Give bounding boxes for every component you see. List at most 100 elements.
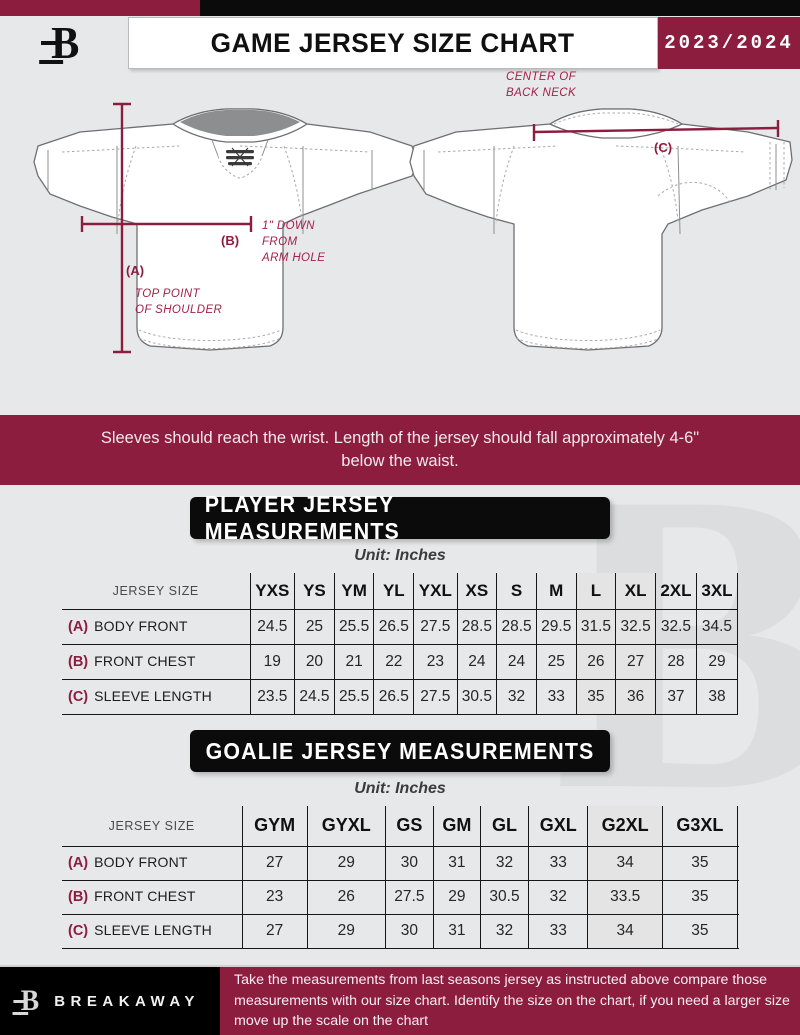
goalie-corner-header: JERSEY SIZE (62, 806, 243, 847)
measurement-cell: 21 (333, 643, 375, 680)
size-header-3xl: 3XL (695, 573, 739, 610)
measurement-cell: 25 (294, 608, 335, 645)
size-header-yxl: YXL (413, 573, 458, 610)
table-row: (B) FRONT CHEST 19 20 21 22 23 24 24 25 26 27 28 29 (62, 643, 739, 680)
label-b: (B) (221, 233, 239, 248)
measurement-cell: 33 (528, 845, 589, 881)
table-header-row: JERSEY SIZE GYM GYXL GS GM GL GXL G2XL G3XL (62, 806, 738, 847)
table-row: (C) SLEEVE LENGTH 27 29 30 31 32 33 34 35 (62, 913, 738, 949)
fit-note-text: Sleeves should reach the wrist. Length o… (100, 428, 700, 470)
caption-a-line2: OF SHOULDER (135, 304, 222, 316)
measurement-cell: 27.5 (413, 608, 458, 645)
measurement-cell: 28.5 (456, 608, 498, 645)
measurement-cell (736, 913, 738, 949)
jersey-diagram-svg: .out { fill:#ffffff; stroke:#6e6f72; str… (33, 71, 793, 354)
measurement-cell: 23 (413, 643, 458, 680)
footer-brand: B BREAKAWAY (0, 967, 220, 1035)
row-label-front-chest: (B) FRONT CHEST (62, 643, 251, 680)
player-section-heading: PLAYER JERSEY MEASUREMENTS (204, 491, 400, 544)
measurement-cell: 35 (575, 678, 617, 715)
caption-c-line1: CENTER OF (506, 71, 577, 83)
page-footer: B BREAKAWAY Take the measurements from l… (0, 967, 800, 1035)
row-label-body-front: (A) BODY FRONT (62, 845, 243, 881)
goalie-unit-label: Unit: Inches (354, 780, 446, 797)
size-header-gl: GL (479, 806, 530, 847)
measurement-cell: 32 (479, 913, 530, 949)
player-unit-label: Unit: Inches (354, 547, 446, 564)
size-header-g2xl: G2XL (587, 806, 663, 847)
measurement-cell: 24 (496, 643, 537, 680)
size-header-m: M (535, 573, 577, 610)
front-jersey-illustration: (B) 1" DOWN FROM ARM HOLE (A) TOP POINT … (33, 102, 419, 354)
measurement-cell: 33 (528, 913, 589, 949)
footer-logo-letter: B (20, 984, 40, 1017)
size-header-gs: GS (384, 806, 435, 847)
measurement-cell: 27 (241, 845, 308, 881)
measurement-cell: 25.5 (333, 608, 375, 645)
measurement-cell: 28 (654, 643, 697, 680)
row-name: BODY FRONT (94, 854, 188, 870)
measurement-cell: 26.5 (373, 608, 415, 645)
size-header-empty (736, 806, 738, 847)
goalie-section-heading: GOALIE JERSEY MEASUREMENTS (205, 737, 595, 764)
measurement-cell: 32.5 (615, 608, 656, 645)
size-header-gxl: GXL (528, 806, 589, 847)
title-plate: GAME JERSEY SIZE CHART (128, 17, 658, 69)
row-name: SLEEVE LENGTH (94, 687, 212, 704)
measurement-cell: 34.5 (695, 608, 739, 645)
row-name: FRONT CHEST (94, 888, 196, 904)
brand-logo: B (0, 16, 128, 70)
measurement-cell: 29.5 (535, 608, 577, 645)
measurement-cell: 29 (695, 643, 739, 680)
player-section-heading-plate: PLAYER JERSEY MEASUREMENTS (190, 491, 610, 544)
row-tag: (A) (68, 855, 89, 871)
measurement-cell: 29 (433, 879, 481, 915)
breakaway-b-icon: B (38, 20, 79, 66)
goalie-measurements-table: JERSEY SIZE GYM GYXL GS GM GL GXL G2XL G3XL (A)… (62, 806, 738, 949)
row-tag: (A) (68, 618, 89, 635)
measurement-cell: 30 (384, 845, 435, 881)
measurement-cell: 32.5 (654, 608, 697, 645)
measurement-cell: 23 (241, 879, 308, 915)
table-row: (A) BODY FRONT 27 29 30 31 32 33 34 35 (62, 845, 738, 881)
row-name: FRONT CHEST (94, 652, 196, 669)
row-tag: (C) (68, 923, 89, 939)
measurement-cell: 25 (535, 643, 577, 680)
row-name: SLEEVE LENGTH (94, 922, 212, 938)
dimension-line-c (533, 126, 779, 134)
page-header: B GAME JERSEY SIZE CHART 2023/2024 (0, 16, 800, 70)
season-label: 2023/2024 (664, 32, 794, 54)
measurement-cell: 34 (587, 913, 663, 949)
size-header-gym: GYM (241, 806, 308, 847)
table-row: (A) BODY FRONT 24.5 25 25.5 26.5 27.5 28.5 28.5 2… (62, 608, 739, 645)
row-label-sleeve-length: (C) SLEEVE LENGTH (62, 913, 243, 949)
footer-instructions: Take the measurements from last seasons … (234, 972, 790, 1030)
caption-a-line1: TOP POINT (135, 288, 201, 300)
top-strip-dark (200, 0, 800, 16)
measurement-cell: 33.5 (587, 879, 663, 915)
row-label-sleeve-length: (C) SLEEVE LENGTH (62, 678, 251, 715)
measurement-cell: 36 (615, 678, 656, 715)
back-jersey-illustration: (C) CENTER OF BACK NECK (409, 71, 793, 351)
measurement-cell: 28.5 (496, 608, 537, 645)
size-header-gyxl: GYXL (306, 806, 386, 847)
table-header-row: JERSEY SIZE YXS YS YM YL YXL XS S M L XL 2XL 3XL (62, 573, 739, 610)
measurement-cell: 35 (662, 879, 738, 915)
row-name: BODY FRONT (94, 617, 188, 634)
measurement-cell: 32 (528, 879, 589, 915)
measurement-cell: 35 (662, 913, 738, 949)
measurement-cell: 35 (662, 845, 738, 881)
measurement-cell: 30 (384, 913, 435, 949)
footer-logo-bar-lower (12, 1012, 29, 1016)
top-strip-accent (0, 0, 200, 16)
measurement-cell: 27.5 (384, 879, 435, 915)
label-c: (C) (654, 140, 672, 155)
caption-b-line1: 1" DOWN (262, 220, 315, 232)
size-header-l: L (575, 573, 617, 610)
row-tag: (B) (68, 653, 89, 670)
label-a: (A) (126, 263, 144, 278)
jersey-illustrations: .out { fill:#ffffff; stroke:#6e6f72; str… (0, 70, 800, 415)
row-label-body-front: (A) BODY FRONT (62, 608, 251, 645)
measurement-cell: 20 (294, 643, 335, 680)
measurement-cell: 34 (587, 845, 663, 881)
